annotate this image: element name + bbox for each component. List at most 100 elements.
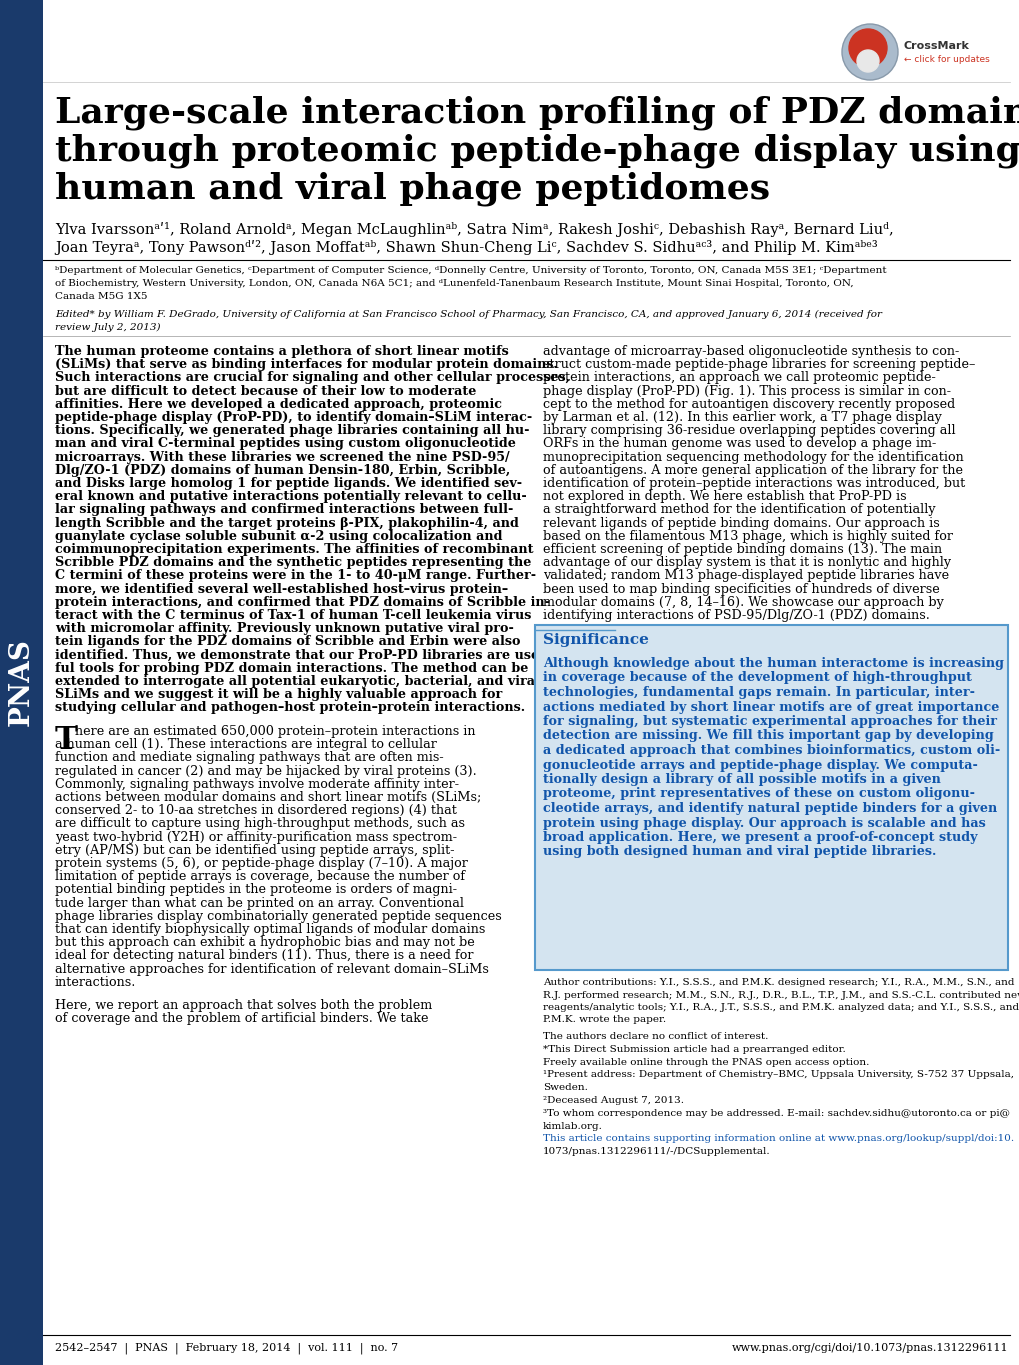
Text: tein ligands for the PDZ domains of Scribble and Erbin were also: tein ligands for the PDZ domains of Scri… bbox=[55, 635, 520, 648]
Text: actions between modular domains and short linear motifs (SLiMs;: actions between modular domains and shor… bbox=[55, 790, 481, 804]
Text: yeast two-hybrid (Y2H) or affinity-purification mass spectrom-: yeast two-hybrid (Y2H) or affinity-purif… bbox=[55, 830, 457, 844]
Text: conserved 2- to 10-aa stretches in disordered regions) (4) that: conserved 2- to 10-aa stretches in disor… bbox=[55, 804, 457, 818]
Text: function and mediate signaling pathways that are often mis-: function and mediate signaling pathways … bbox=[55, 751, 443, 764]
Text: of Biochemistry, Western University, London, ON, Canada N6A 5C1; and ᵈLunenfeld-: of Biochemistry, Western University, Lon… bbox=[55, 278, 853, 288]
Text: Dlg/ZO-1 (PDZ) domains of human Densin-180, Erbin, Scribble,: Dlg/ZO-1 (PDZ) domains of human Densin-1… bbox=[55, 464, 510, 476]
Text: cleotide arrays, and identify natural peptide binders for a given: cleotide arrays, and identify natural pe… bbox=[542, 803, 997, 815]
Text: a dedicated approach that combines bioinformatics, custom oli-: a dedicated approach that combines bioin… bbox=[542, 744, 1000, 758]
Text: detection are missing. We fill this important gap by developing: detection are missing. We fill this impo… bbox=[542, 729, 993, 743]
Text: extended to interrogate all potential eukaryotic, bacterial, and viral: extended to interrogate all potential eu… bbox=[55, 676, 539, 688]
Text: using both designed human and viral peptide libraries.: using both designed human and viral pept… bbox=[542, 845, 935, 859]
Text: Although knowledge about the human interactome is increasing: Although knowledge about the human inter… bbox=[542, 657, 1003, 670]
Text: 1073/pnas.1312296111/-/DCSupplemental.: 1073/pnas.1312296111/-/DCSupplemental. bbox=[542, 1147, 770, 1156]
Text: regulated in cancer (2) and may be hijacked by viral proteins (3).: regulated in cancer (2) and may be hijac… bbox=[55, 764, 476, 778]
Text: Ylva Ivarssonᵃʹ¹, Roland Arnoldᵃ, Megan McLaughlinᵃᵇ, Satra Nimᵃ, Rakesh Joshiᶜ,: Ylva Ivarssonᵃʹ¹, Roland Arnoldᵃ, Megan … bbox=[55, 222, 893, 238]
Text: validated; random M13 phage-displayed peptide libraries have: validated; random M13 phage-displayed pe… bbox=[542, 569, 949, 583]
Text: struct custom-made peptide-phage libraries for screening peptide–: struct custom-made peptide-phage librari… bbox=[542, 358, 974, 371]
Circle shape bbox=[841, 25, 897, 81]
Text: are difficult to capture using high-throughput methods, such as: are difficult to capture using high-thro… bbox=[55, 818, 465, 830]
Text: that can identify biophysically optimal ligands of modular domains: that can identify biophysically optimal … bbox=[55, 923, 485, 936]
Text: Large-scale interaction profiling of PDZ domains: Large-scale interaction profiling of PDZ… bbox=[55, 96, 1019, 130]
Text: library comprising 36-residue overlapping peptides covering all: library comprising 36-residue overlappin… bbox=[542, 425, 955, 437]
Text: affinities. Here we developed a dedicated approach, proteomic: affinities. Here we developed a dedicate… bbox=[55, 397, 501, 411]
Text: coimmunoprecipitation experiments. The affinities of recombinant: coimmunoprecipitation experiments. The a… bbox=[55, 543, 533, 556]
Text: by Larman et al. (12). In this earlier work, a T7 phage display: by Larman et al. (12). In this earlier w… bbox=[542, 411, 941, 425]
Text: etry (AP/MS) but can be identified using peptide arrays, split-: etry (AP/MS) but can be identified using… bbox=[55, 844, 454, 857]
Text: teract with the C terminus of Tax-1 of human T-cell leukemia virus: teract with the C terminus of Tax-1 of h… bbox=[55, 609, 531, 622]
Text: ᵇDepartment of Molecular Genetics, ᶜDepartment of Computer Science, ᵈDonnelly Ce: ᵇDepartment of Molecular Genetics, ᶜDepa… bbox=[55, 266, 886, 274]
Text: actions mediated by short linear motifs are of great importance: actions mediated by short linear motifs … bbox=[542, 700, 999, 714]
Text: ← click for updates: ← click for updates bbox=[903, 56, 988, 64]
Text: a human cell (1). These interactions are integral to cellular: a human cell (1). These interactions are… bbox=[55, 738, 436, 751]
Text: T: T bbox=[55, 725, 77, 756]
Text: Edited* by William F. DeGrado, University of California at San Francisco School : Edited* by William F. DeGrado, Universit… bbox=[55, 310, 881, 319]
Text: through proteomic peptide-phage display using: through proteomic peptide-phage display … bbox=[55, 132, 1019, 168]
Text: ²Deceased August 7, 2013.: ²Deceased August 7, 2013. bbox=[542, 1096, 684, 1106]
Text: reagents/analytic tools; Y.I., R.A., J.T., S.S.S., and P.M.K. analyzed data; and: reagents/analytic tools; Y.I., R.A., J.T… bbox=[542, 1003, 1018, 1011]
Text: phage libraries display combinatorially generated peptide sequences: phage libraries display combinatorially … bbox=[55, 910, 501, 923]
Text: advantage of microarray-based oligonucleotide synthesis to con-: advantage of microarray-based oligonucle… bbox=[542, 345, 958, 358]
Text: interactions.: interactions. bbox=[55, 976, 137, 988]
Text: The human proteome contains a plethora of short linear motifs: The human proteome contains a plethora o… bbox=[55, 345, 508, 358]
Text: ideal for detecting natural binders (11). Thus, there is a need for: ideal for detecting natural binders (11)… bbox=[55, 950, 473, 962]
Text: tude larger than what can be printed on an array. Conventional: tude larger than what can be printed on … bbox=[55, 897, 464, 909]
Text: protein using phage display. Our approach is scalable and has: protein using phage display. Our approac… bbox=[542, 816, 984, 830]
Text: not explored in depth. We here establish that ProP-PD is: not explored in depth. We here establish… bbox=[542, 490, 906, 504]
Text: limitation of peptide arrays is coverage, because the number of: limitation of peptide arrays is coverage… bbox=[55, 871, 465, 883]
Text: (SLiMs) that serve as binding interfaces for modular protein domains.: (SLiMs) that serve as binding interfaces… bbox=[55, 358, 557, 371]
Text: Commonly, signaling pathways involve moderate affinity inter-: Commonly, signaling pathways involve mod… bbox=[55, 778, 459, 790]
Text: P.M.K. wrote the paper.: P.M.K. wrote the paper. bbox=[542, 1016, 665, 1025]
Text: guanylate cyclase soluble subunit α-2 using colocalization and: guanylate cyclase soluble subunit α-2 us… bbox=[55, 530, 502, 543]
Text: *This Direct Submission article had a prearranged editor.: *This Direct Submission article had a pr… bbox=[542, 1044, 845, 1054]
Text: Author contributions: Y.I., S.S.S., and P.M.K. designed research; Y.I., R.A., M.: Author contributions: Y.I., S.S.S., and … bbox=[542, 977, 1014, 987]
Text: protein systems (5, 6), or peptide-phage display (7–10). A major: protein systems (5, 6), or peptide-phage… bbox=[55, 857, 468, 870]
Text: ful tools for probing PDZ domain interactions. The method can be: ful tools for probing PDZ domain interac… bbox=[55, 662, 528, 674]
Text: Such interactions are crucial for signaling and other cellular processes,: Such interactions are crucial for signal… bbox=[55, 371, 570, 385]
Text: www.pnas.org/cgi/doi/10.1073/pnas.1312296111: www.pnas.org/cgi/doi/10.1073/pnas.131229… bbox=[731, 1343, 1007, 1353]
Text: modular domains (7, 8, 14–16). We showcase our approach by: modular domains (7, 8, 14–16). We showca… bbox=[542, 595, 943, 609]
Text: The authors declare no conflict of interest.: The authors declare no conflict of inter… bbox=[542, 1032, 767, 1041]
Text: Here, we report an approach that solves both the problem: Here, we report an approach that solves … bbox=[55, 999, 432, 1011]
Text: advantage of our display system is that it is nonlytic and highly: advantage of our display system is that … bbox=[542, 556, 950, 569]
Text: protein interactions, an approach we call proteomic peptide-: protein interactions, an approach we cal… bbox=[542, 371, 934, 385]
Text: R.J. performed research; M.M., S.N., R.J., D.R., B.L., T.P., J.M., and S.S.-C.L.: R.J. performed research; M.M., S.N., R.J… bbox=[542, 991, 1019, 999]
Text: ³To whom correspondence may be addressed. E-mail: sachdev.sidhu@utoronto.ca or p: ³To whom correspondence may be addressed… bbox=[542, 1108, 1009, 1118]
Circle shape bbox=[856, 51, 878, 72]
Text: Scribble PDZ domains and the synthetic peptides representing the: Scribble PDZ domains and the synthetic p… bbox=[55, 556, 531, 569]
Text: technologies, fundamental gaps remain. In particular, inter-: technologies, fundamental gaps remain. I… bbox=[542, 687, 974, 699]
Text: lar signaling pathways and confirmed interactions between full-: lar signaling pathways and confirmed int… bbox=[55, 504, 513, 516]
Text: been used to map binding specificities of hundreds of diverse: been used to map binding specificities o… bbox=[542, 583, 938, 595]
Text: of coverage and the problem of artificial binders. We take: of coverage and the problem of artificia… bbox=[55, 1013, 428, 1025]
Text: based on the filamentous M13 phage, which is highly suited for: based on the filamentous M13 phage, whic… bbox=[542, 530, 952, 543]
Text: identified. Thus, we demonstrate that our ProP-PD libraries are use-: identified. Thus, we demonstrate that ou… bbox=[55, 648, 544, 662]
Text: kimlab.org.: kimlab.org. bbox=[542, 1122, 602, 1130]
Text: review July 2, 2013): review July 2, 2013) bbox=[55, 324, 160, 332]
Text: cept to the method for autoantigen discovery recently proposed: cept to the method for autoantigen disco… bbox=[542, 397, 955, 411]
Text: microarrays. With these libraries we screened the nine PSD-95/: microarrays. With these libraries we scr… bbox=[55, 450, 510, 464]
Text: protein interactions, and confirmed that PDZ domains of Scribble in-: protein interactions, and confirmed that… bbox=[55, 595, 549, 609]
Text: C termini of these proteins were in the 1- to 40-μM range. Further-: C termini of these proteins were in the … bbox=[55, 569, 536, 583]
Text: CrossMark: CrossMark bbox=[903, 41, 969, 51]
Text: but this approach can exhibit a hydrophobic bias and may not be: but this approach can exhibit a hydropho… bbox=[55, 936, 474, 949]
Text: studying cellular and pathogen–host protein–protein interactions.: studying cellular and pathogen–host prot… bbox=[55, 702, 525, 714]
Text: broad application. Here, we present a proof-of-concept study: broad application. Here, we present a pr… bbox=[542, 831, 976, 844]
Text: alternative approaches for identification of relevant domain–SLiMs: alternative approaches for identificatio… bbox=[55, 962, 488, 976]
Text: human and viral phage peptidomes: human and viral phage peptidomes bbox=[55, 171, 769, 206]
Text: This article contains supporting information online at www.pnas.org/lookup/suppl: This article contains supporting informa… bbox=[542, 1134, 1013, 1144]
Text: peptide-phage display (ProP-PD), to identify domain–SLiM interac-: peptide-phage display (ProP-PD), to iden… bbox=[55, 411, 532, 425]
Text: phage display (ProP-PD) (Fig. 1). This process is similar in con-: phage display (ProP-PD) (Fig. 1). This p… bbox=[542, 385, 950, 397]
Bar bbox=[0, 0, 43, 1365]
Text: ORFs in the human genome was used to develop a phage im-: ORFs in the human genome was used to dev… bbox=[542, 437, 935, 450]
Text: man and viral C-terminal peptides using custom oligonucleotide: man and viral C-terminal peptides using … bbox=[55, 437, 516, 450]
Text: ¹Present address: Department of Chemistry–BMC, Uppsala University, S-752 37 Upps: ¹Present address: Department of Chemistr… bbox=[542, 1070, 1013, 1080]
Text: munoprecipitation sequencing methodology for the identification: munoprecipitation sequencing methodology… bbox=[542, 450, 963, 464]
Text: more, we identified several well-established host–virus protein–: more, we identified several well-establi… bbox=[55, 583, 507, 595]
Circle shape bbox=[848, 29, 887, 67]
Text: identifying interactions of PSD-95/Dlg/ZO-1 (PDZ) domains.: identifying interactions of PSD-95/Dlg/Z… bbox=[542, 609, 929, 622]
Text: proteome, print representatives of these on custom oligonu-: proteome, print representatives of these… bbox=[542, 788, 974, 800]
Text: PNAS: PNAS bbox=[7, 639, 35, 726]
Text: Significance: Significance bbox=[542, 633, 648, 647]
Text: SLiMs and we suggest it will be a highly valuable approach for: SLiMs and we suggest it will be a highly… bbox=[55, 688, 501, 702]
Text: 2542–2547  |  PNAS  |  February 18, 2014  |  vol. 111  |  no. 7: 2542–2547 | PNAS | February 18, 2014 | v… bbox=[55, 1343, 397, 1354]
Text: Sweden.: Sweden. bbox=[542, 1084, 587, 1092]
